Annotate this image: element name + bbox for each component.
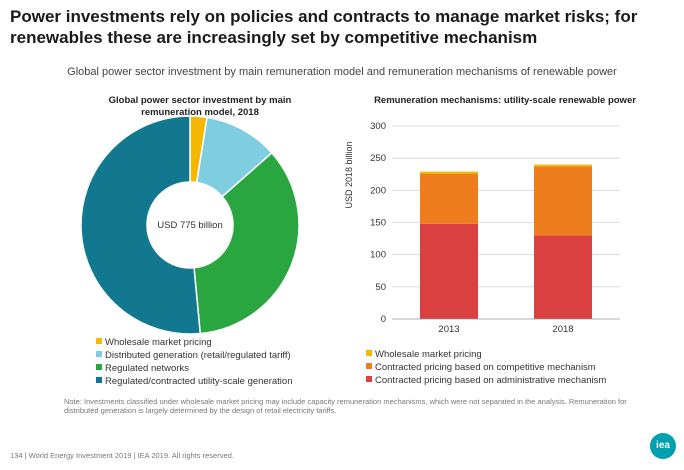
y-tick-label: 100 [370, 250, 386, 261]
legend-label: Regulated networks [105, 363, 189, 374]
donut-legend-item-2: Regulated networks [96, 362, 292, 375]
x-tick-label: 2018 [552, 324, 573, 335]
page-subtitle: Global power sector investment by main r… [67, 66, 617, 78]
y-tick-label: 300 [370, 121, 386, 132]
legend-label: Distributed generation (retail/regulated… [105, 350, 291, 361]
legend-swatch [96, 338, 102, 344]
bar-segment-2018-0 [534, 235, 592, 319]
bar-y-axis-label: USD 2018 billion [344, 141, 354, 208]
donut-legend-item-0: Wholesale market pricing [96, 336, 292, 349]
legend-swatch [96, 377, 102, 383]
y-tick-label: 0 [381, 314, 386, 325]
bar-chart: 0 50 100 150 200 250 300 2013 2018 [370, 121, 620, 335]
bar-segment-2013-1 [420, 173, 478, 224]
donut-legend: Wholesale market pricing Distributed gene… [96, 336, 292, 388]
note-text: Note: Investments classified under whole… [64, 397, 627, 415]
bar-legend-item-1: Contracted pricing based on competitive … [366, 361, 606, 374]
donut-chart-title: Global power sector investment by main r… [108, 95, 292, 118]
bar-legend-item-0: Contracted pricing based on administrati… [366, 374, 606, 387]
y-tick-label: 200 [370, 185, 386, 196]
legend-swatch [96, 364, 102, 370]
bar-legend: Wholesale market pricing Contracted prici… [366, 348, 606, 387]
bar-legend-item-2: Wholesale market pricing [366, 348, 606, 361]
x-tick-label: 2013 [438, 324, 459, 335]
bar-segment-2013-2 [420, 171, 478, 174]
bar-segment-2018-1 [534, 166, 592, 236]
legend-label: Contracted pricing based on administrati… [375, 375, 607, 386]
donut-legend-item-3: Regulated/contracted utility-scale gener… [96, 375, 292, 388]
legend-swatch [366, 350, 372, 356]
y-tick-label: 150 [370, 218, 386, 229]
y-tick-label: 250 [370, 153, 386, 164]
iea-logo: iea [650, 433, 676, 459]
legend-swatch [366, 376, 372, 382]
donut-legend-item-1: Distributed generation (retail/regulated… [96, 349, 292, 362]
donut-center-label: USD 775 billion [157, 220, 222, 231]
bar-segment-2013-0 [420, 223, 478, 319]
legend-label: Wholesale market pricing [105, 337, 212, 348]
legend-label: Contracted pricing based on competitive … [375, 362, 596, 373]
bar-chart-title: Remuneration mechanisms: utility-scale r… [374, 95, 636, 106]
donut-slice-3 [80, 115, 202, 335]
legend-swatch [96, 351, 102, 357]
legend-label: Wholesale market pricing [375, 349, 482, 360]
bar-segment-2018-2 [534, 164, 592, 167]
donut-slice-2 [193, 151, 300, 335]
page-title: Power investments rely on policies and c… [10, 7, 638, 47]
donut-chart [80, 115, 300, 335]
y-tick-label: 50 [375, 282, 386, 293]
legend-label: Regulated/contracted utility-scale gener… [105, 376, 293, 387]
footer-text: 134 | World Energy Investment 2019 | IEA… [10, 451, 234, 460]
legend-swatch [366, 363, 372, 369]
